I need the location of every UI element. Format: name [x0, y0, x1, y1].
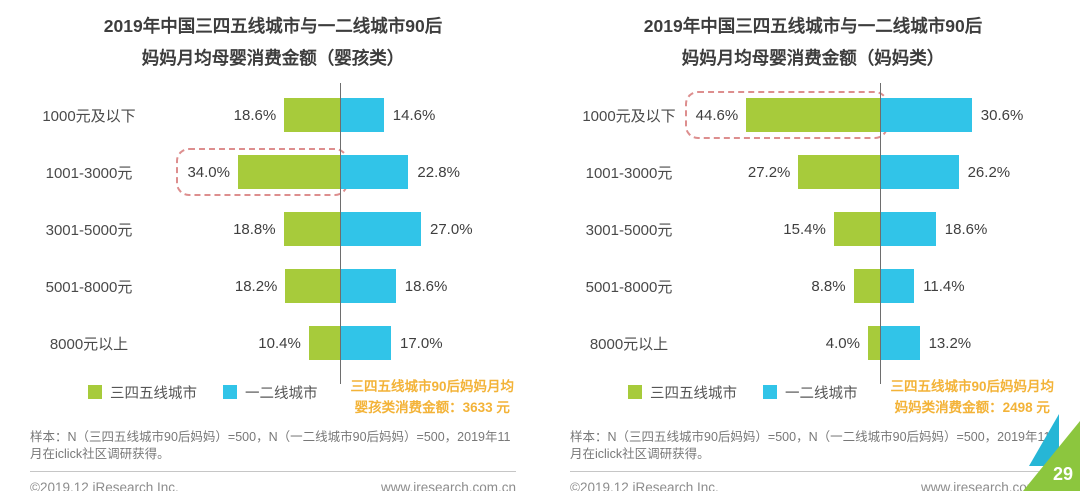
center-axis	[340, 82, 341, 384]
value-label-left: 18.6%	[233, 106, 277, 124]
value-label-right: 11.4%	[923, 277, 965, 295]
bar-row: 1001-3000元 34.0% 22.8%	[30, 144, 516, 201]
value-label-left: 18.8%	[233, 220, 276, 238]
value-label-right: 30.6%	[980, 106, 1024, 124]
highlight-box: 44.6%	[684, 91, 888, 140]
category-label: 1000元及以下	[42, 107, 136, 125]
bar-tier12	[880, 98, 972, 133]
chart-title-line1: 2019年中国三四五线城市与一二线城市90后	[643, 16, 983, 36]
highlight-box: 34.0%	[176, 148, 348, 197]
bar-row: 3001-5000元 15.4% 18.6%	[570, 201, 1056, 258]
legend-label-tier12: 一二线城市	[245, 385, 318, 402]
value-label-left: 34.0%	[187, 163, 230, 181]
category-label: 5001-8000元	[45, 278, 133, 296]
value-label-right: 17.0%	[400, 334, 443, 352]
value-label-left: 8.8%	[811, 277, 846, 295]
value-label-left: 27.2%	[747, 163, 791, 181]
value-label-left: 4.0%	[825, 334, 860, 352]
copyright: ©2019.12 iResearch Inc.	[570, 479, 719, 491]
center-axis	[880, 82, 881, 384]
sample-note: 样本：N（三四五线城市90后妈妈）=500，N（一二线城市90后妈妈）=500，…	[30, 429, 511, 462]
bar-tier12	[340, 326, 391, 361]
bar-tier345	[868, 326, 880, 361]
corner-decoration: 29	[1000, 396, 1080, 491]
bar-row: 5001-8000元 8.8% 11.4%	[570, 258, 1056, 315]
bar-tier345	[833, 212, 880, 247]
chart-title-infant: 2019年中国三四五线城市与一二线城市90后 妈妈月均母婴消费金额（婴孩类）	[30, 10, 516, 75]
chart-panel-mom: 2019年中国三四五线城市与一二线城市90后 妈妈月均母婴消费金额（妈妈类） 1…	[540, 0, 1080, 491]
value-label-right: 18.6%	[404, 277, 448, 295]
bar-row: 1000元及以下 18.6% 14.6%	[30, 87, 516, 144]
chart-title-line2: 妈妈月均母婴消费金额（婴孩类）	[141, 48, 405, 69]
bar-tier12	[340, 212, 421, 247]
legend-swatch-tier345	[628, 385, 642, 400]
bar-tier12	[340, 155, 409, 190]
avg-spend-annotation: 三四五线城市90后妈妈月均 婴孩类消费金额：3633 元	[350, 378, 514, 416]
legend-label-tier345: 三四五线城市	[110, 385, 197, 402]
value-label-right: 18.6%	[944, 220, 988, 238]
bar-tier12	[340, 269, 396, 304]
legend: 三四五线城市 一二线城市	[88, 382, 318, 403]
bar-tier345	[746, 98, 880, 133]
bar-row: 1001-3000元 27.2% 26.2%	[570, 144, 1056, 201]
category-label: 3001-5000元	[45, 221, 133, 239]
category-label: 8000元以上	[49, 335, 129, 353]
legend-label-tier12: 一二线城市	[785, 385, 858, 402]
value-label-left: 18.2%	[234, 277, 278, 295]
bar-row: 8000元以上 4.0% 13.2%	[570, 315, 1056, 372]
bar-tier345	[285, 269, 340, 304]
bar-tier12	[880, 269, 915, 304]
chart-title-line2: 妈妈月均母婴消费金额（妈妈类）	[681, 48, 945, 69]
legend-label-tier345: 三四五线城市	[650, 385, 737, 402]
website-link: www.iresearch.com.cn	[380, 479, 516, 491]
sample-note: 样本：N（三四五线城市90后妈妈）=500，N（一二线城市90后妈妈）=500，…	[570, 429, 1051, 462]
bar-tier345	[283, 212, 340, 247]
bar-tier345	[308, 326, 340, 361]
legend: 三四五线城市 一二线城市	[628, 382, 858, 403]
website-link: www.iresearch.com.cn	[920, 479, 1056, 491]
bar-row: 1000元及以下 44.6% 30.6%	[570, 87, 1056, 144]
value-label-right: 14.6%	[392, 106, 436, 124]
category-label: 5001-8000元	[585, 278, 673, 296]
legend-swatch-tier12	[223, 385, 237, 400]
value-label-left: 10.4%	[258, 334, 301, 352]
panel-footer: ©2019.12 iResearch Inc. www.iresearch.co…	[570, 470, 1056, 491]
category-label: 3001-5000元	[585, 221, 673, 239]
bar-row: 5001-8000元 18.2% 18.6%	[30, 258, 516, 315]
bar-tier345	[853, 269, 880, 304]
value-label-right: 22.8%	[417, 163, 460, 181]
bar-row: 3001-5000元 18.8% 27.0%	[30, 201, 516, 258]
chart-title-mom: 2019年中国三四五线城市与一二线城市90后 妈妈月均母婴消费金额（妈妈类）	[570, 10, 1056, 75]
bar-tier345	[284, 98, 340, 133]
panel-footer: ©2019.12 iResearch Inc. www.iresearch.co…	[30, 470, 516, 491]
bar-row: 8000元以上 10.4% 17.0%	[30, 315, 516, 372]
page-number: 29	[1052, 464, 1073, 484]
copyright: ©2019.12 iResearch Inc.	[30, 479, 179, 491]
butterfly-plot-mom: 1000元及以下 44.6% 30.6% 1001-3000元 27.2%	[570, 82, 1056, 384]
value-label-left: 44.6%	[695, 106, 739, 124]
avg-spend-annotation: 三四五线城市90后妈妈月均 妈妈类消费金额：2498 元	[890, 378, 1054, 416]
category-label: 1001-3000元	[585, 164, 673, 182]
category-label: 1001-3000元	[45, 164, 133, 182]
value-label-right: 13.2%	[928, 334, 972, 352]
bar-tier345	[238, 155, 340, 190]
bar-tier345	[798, 155, 880, 190]
butterfly-plot-infant: 1000元及以下 18.6% 14.6% 1001-3000元 34.0%	[30, 82, 516, 384]
value-label-left: 15.4%	[783, 220, 826, 238]
bar-tier12	[880, 326, 920, 361]
chart-panel-infant: 2019年中国三四五线城市与一二线城市90后 妈妈月均母婴消费金额（婴孩类） 1…	[30, 10, 516, 491]
value-label-right: 26.2%	[967, 163, 1011, 181]
bar-tier12	[880, 155, 959, 190]
category-label: 8000元以上	[589, 335, 669, 353]
category-label: 1000元及以下	[582, 107, 676, 125]
bar-tier12	[340, 98, 384, 133]
legend-swatch-tier345	[88, 385, 102, 400]
legend-swatch-tier12	[763, 385, 777, 400]
bar-tier12	[880, 212, 936, 247]
chart-title-line1: 2019年中国三四五线城市与一二线城市90后	[103, 16, 443, 36]
value-label-right: 27.0%	[430, 220, 473, 238]
